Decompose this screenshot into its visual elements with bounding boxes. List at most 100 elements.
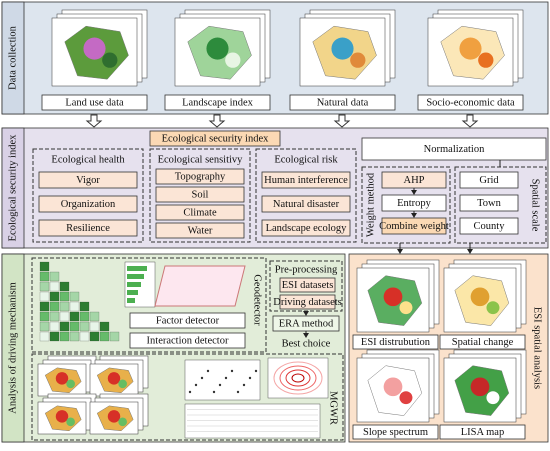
heatmap-cell — [39, 291, 50, 302]
heatmap-cell — [59, 301, 70, 312]
map-patch — [118, 379, 127, 389]
contour — [291, 373, 305, 383]
heatmap-cell — [39, 281, 50, 292]
map-patch — [55, 410, 69, 423]
map-patch — [399, 391, 413, 405]
formula-panel — [154, 265, 246, 307]
section-title: ESI spatial analysis — [532, 307, 543, 389]
map-patch — [383, 377, 403, 397]
box — [459, 217, 519, 235]
heatmap-cell — [69, 321, 80, 332]
scatter-point — [206, 369, 210, 373]
dashed-group — [31, 353, 344, 441]
box — [352, 334, 439, 350]
dashed-group — [361, 166, 451, 244]
box — [459, 194, 519, 212]
heatmap-cell — [99, 331, 110, 342]
scatter-point — [212, 390, 216, 394]
heatmap-cell — [89, 311, 100, 322]
box-label: Land use data — [65, 97, 124, 108]
box-label: Entropy — [397, 198, 432, 209]
scatter-point — [224, 376, 228, 380]
group-title: MGWR — [328, 391, 339, 425]
map-patch — [459, 37, 482, 60]
scatter-panel — [184, 359, 261, 401]
section-label-bg — [1, 253, 25, 443]
map-patch — [350, 52, 366, 68]
heatmap-cell — [39, 271, 50, 282]
box — [261, 219, 351, 237]
box — [129, 312, 246, 329]
box-label: Soil — [192, 189, 209, 200]
contour — [273, 361, 323, 395]
heatmap-cell — [59, 311, 70, 322]
heatmap-cell — [49, 311, 60, 322]
hollow-arrow — [208, 114, 226, 128]
map-patch — [66, 379, 75, 389]
box — [279, 277, 336, 293]
box-label: ESI distrubution — [361, 337, 431, 348]
section-label-bg — [1, 127, 25, 249]
box-label: LISA map — [461, 427, 504, 438]
map-patch — [102, 52, 118, 68]
hollow-arrow — [333, 114, 351, 128]
box-label: Landscape ecology — [266, 223, 348, 234]
bar-shape — [127, 274, 144, 279]
box-label: Human interference — [264, 175, 348, 186]
map-patch — [470, 377, 490, 397]
box-label: Town — [477, 198, 502, 209]
map-patch — [486, 391, 500, 405]
box — [289, 94, 396, 111]
map-patch — [118, 417, 127, 427]
map-patch — [107, 372, 121, 385]
dashed-group — [31, 257, 267, 353]
heatmap-cell — [79, 331, 90, 342]
box-label: Grid — [479, 175, 499, 186]
group-title: Spatial scale — [530, 179, 541, 232]
section-label-bg — [1, 1, 25, 115]
box — [439, 334, 526, 350]
map-patch — [478, 52, 494, 68]
group-title: Ecological sensitivy — [158, 154, 244, 165]
heatmap-cell — [49, 301, 60, 312]
box — [261, 195, 351, 213]
box-label: County — [474, 221, 506, 232]
box — [279, 294, 336, 310]
heatmap-cell — [89, 321, 100, 332]
scatter-point — [236, 390, 240, 394]
hollow-arrow — [85, 114, 103, 128]
scatter-point — [248, 376, 252, 380]
box-label: ERA method — [279, 318, 334, 329]
box-label: Driving datasets — [273, 297, 342, 308]
box-label: Normalization — [424, 144, 485, 155]
scatter-point — [200, 376, 204, 380]
contour-panel — [267, 357, 329, 399]
heatmap-cell — [69, 311, 80, 322]
heatmap-cell — [39, 311, 50, 322]
box — [129, 332, 246, 349]
bar-shape — [127, 290, 138, 295]
map-patch — [470, 287, 490, 307]
map-patch — [331, 37, 354, 60]
bar-shape — [127, 282, 141, 287]
box-label: AHP — [403, 175, 424, 186]
map-patch — [107, 410, 121, 423]
map-patch — [383, 287, 403, 307]
box-label: Resilience — [66, 223, 110, 234]
heatmap-cell — [49, 331, 60, 342]
heatmap-cell — [79, 301, 90, 312]
map-patch — [399, 301, 413, 315]
section-title: Ecological security index — [7, 134, 18, 241]
heatmap-cell — [59, 331, 70, 342]
box-label: Organization — [61, 199, 116, 210]
map-patch — [83, 37, 106, 60]
heatmap-cell — [39, 321, 50, 332]
heatmap-cell — [99, 321, 110, 332]
arrow-head — [303, 333, 309, 338]
group-title: Ecological health — [51, 154, 125, 165]
box-label: Landscape index — [182, 97, 254, 108]
arrow-head — [467, 249, 473, 254]
heatmap-cell — [49, 321, 60, 332]
scatter-point — [242, 383, 246, 387]
